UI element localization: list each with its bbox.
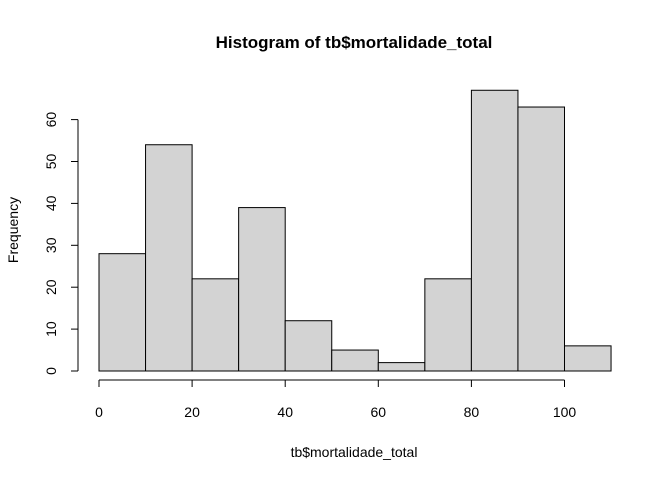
bar-10-20 [145, 144, 193, 372]
bar-100-110 [564, 345, 612, 372]
y-tick-label-20: 20 [43, 279, 59, 295]
bar-30-40 [238, 207, 286, 372]
x-tick-label-80: 80 [464, 404, 480, 420]
x-axis-label: tb$mortalidade_total [291, 444, 418, 460]
bar-60-70 [377, 362, 426, 372]
chart-title: Histogram of tb$mortalidade_total [216, 33, 493, 52]
bar-20-30 [191, 278, 240, 372]
bar-40-50 [284, 320, 333, 372]
x-tick-label-0: 0 [95, 404, 103, 420]
y-tick-label-10: 10 [43, 321, 59, 337]
bar-0-10 [98, 253, 147, 372]
y-tick-label-60: 60 [43, 112, 59, 128]
y-tick-label-50: 50 [43, 154, 59, 170]
y-axis-label: Frequency [5, 197, 21, 263]
y-tick-label-30: 30 [43, 237, 59, 253]
y-tick-label-40: 40 [43, 195, 59, 211]
y-tick-label-0: 0 [43, 367, 59, 375]
y-axis: 0 10 20 30 40 50 60 [43, 112, 79, 375]
bar-80-90 [470, 89, 519, 372]
bars-group [98, 89, 612, 372]
x-tick-label-100: 100 [553, 404, 577, 420]
x-tick-label-60: 60 [371, 404, 387, 420]
x-tick-label-20: 20 [184, 404, 200, 420]
bar-50-60 [331, 349, 379, 372]
bar-90-100 [517, 106, 566, 372]
x-axis: 0 20 40 60 80 100 [95, 379, 577, 420]
x-tick-label-40: 40 [277, 404, 293, 420]
bar-70-80 [424, 278, 472, 372]
